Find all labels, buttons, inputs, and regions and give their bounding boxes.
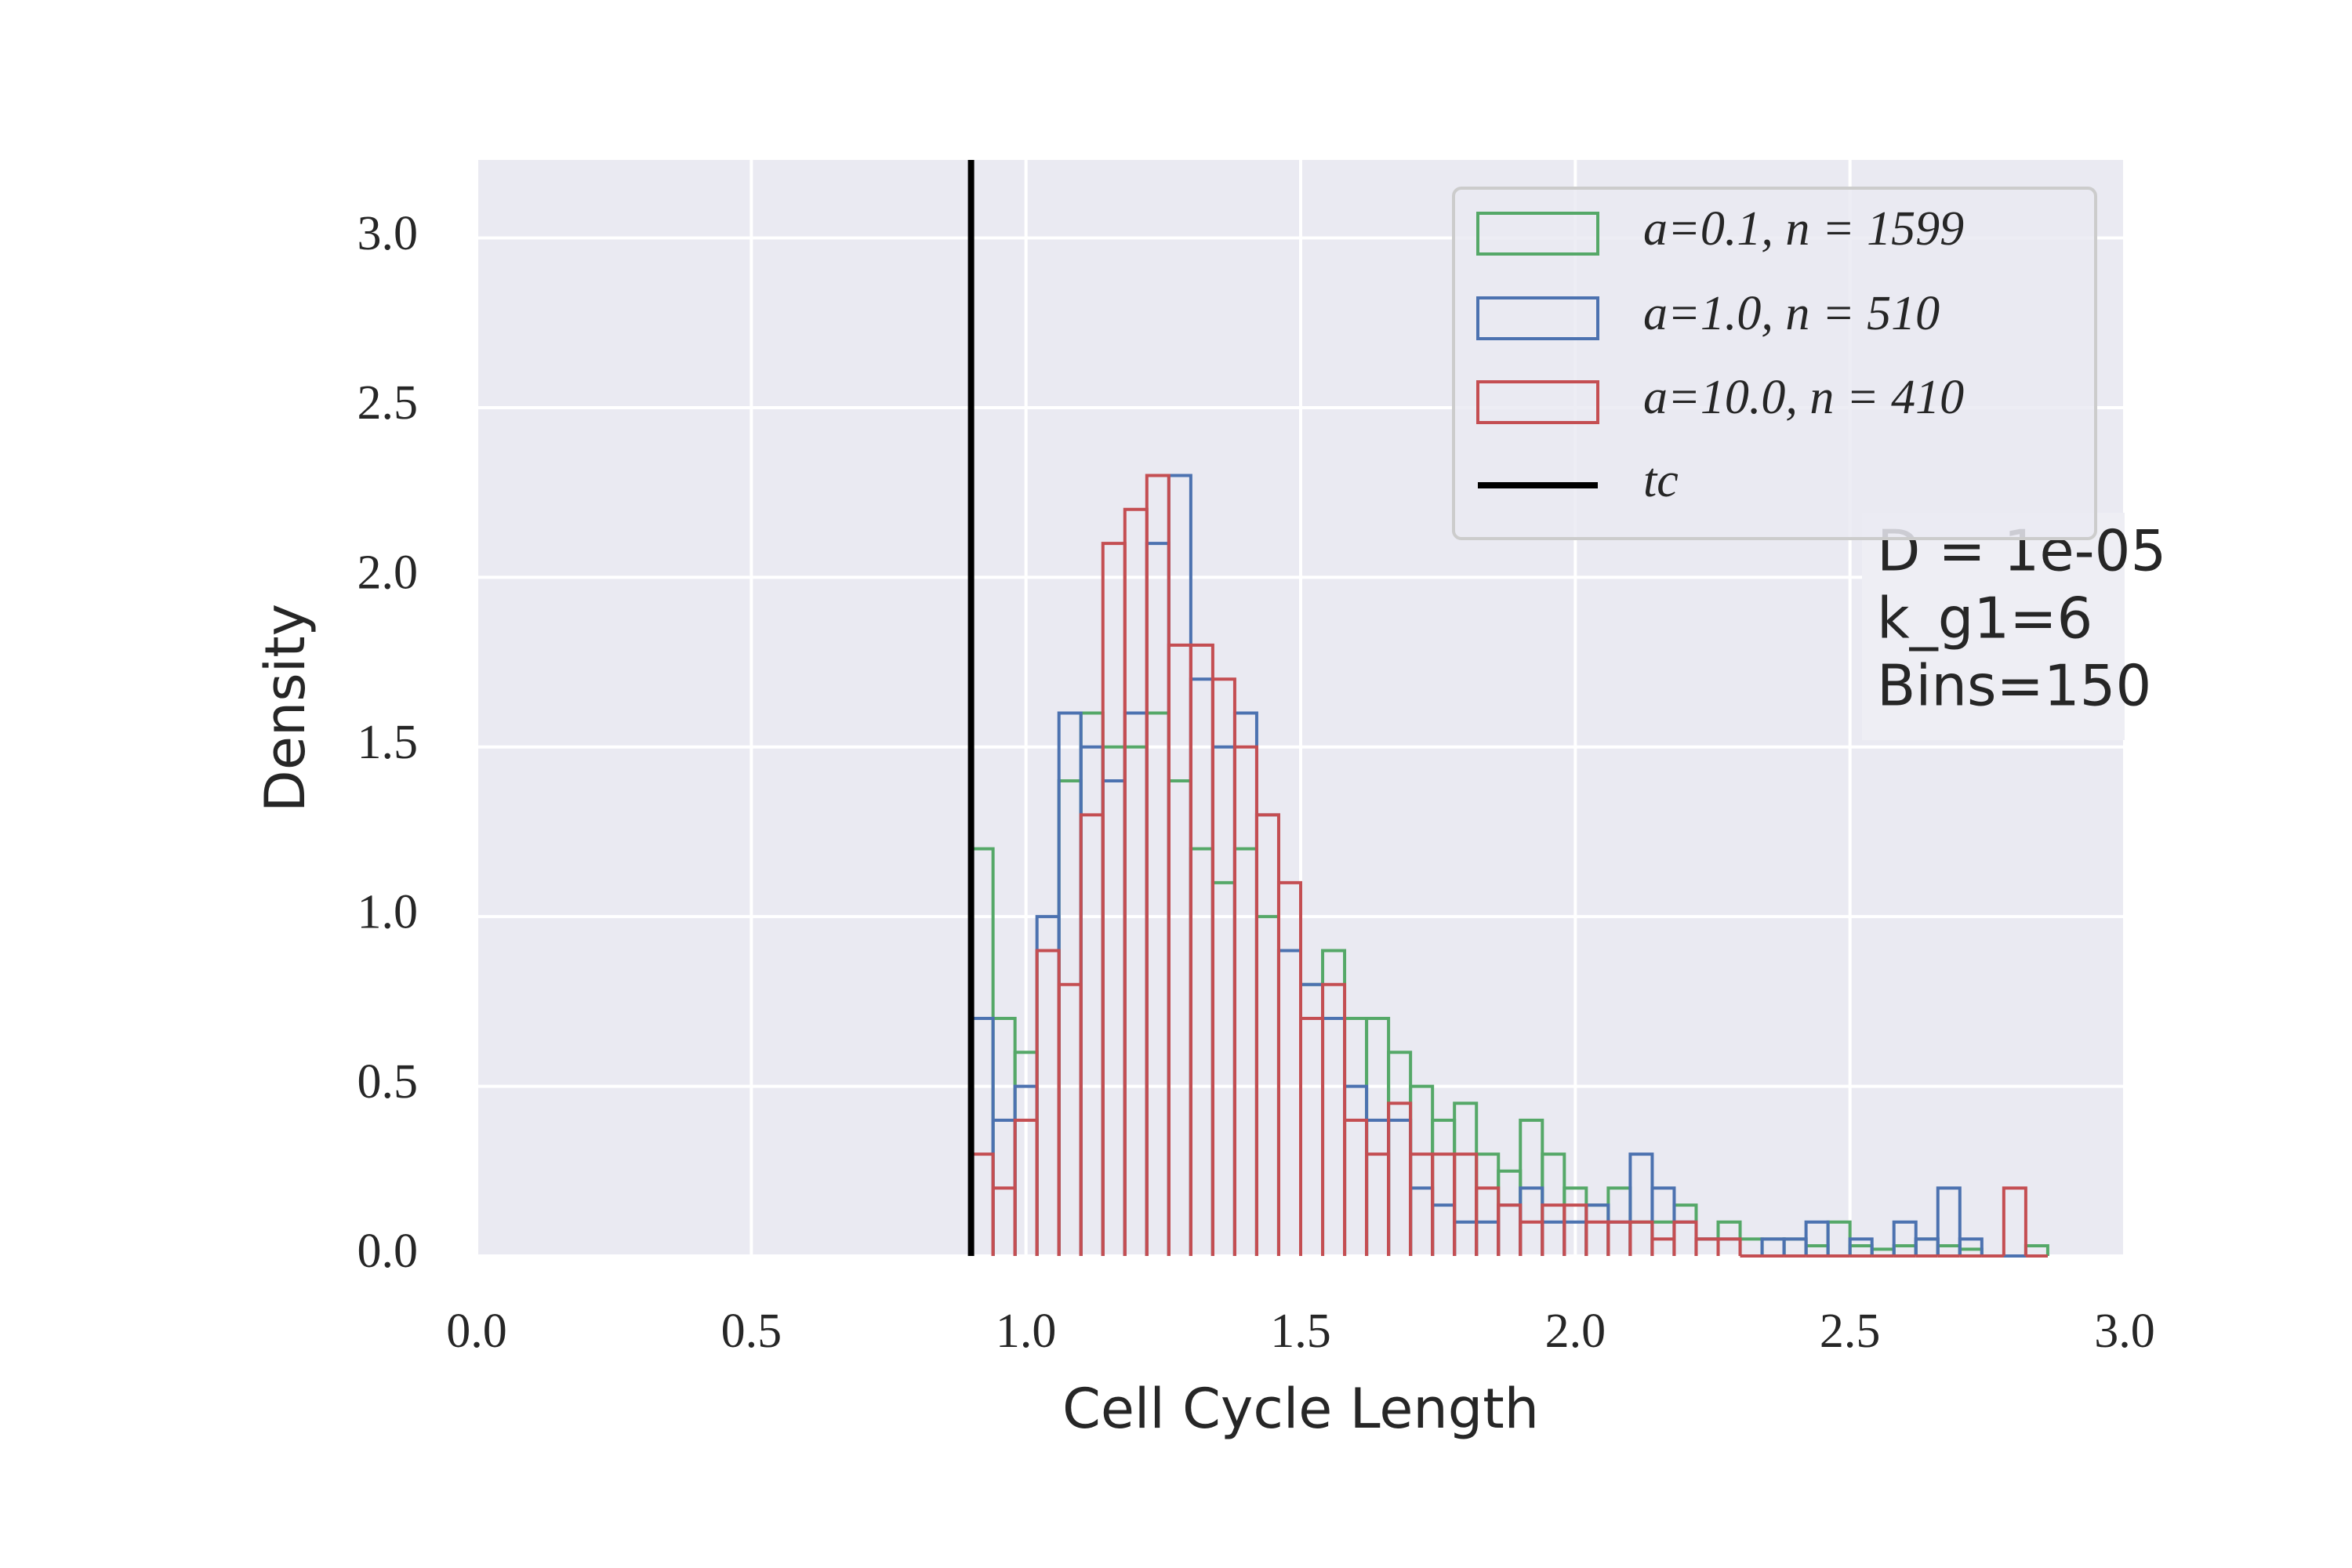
annotation-text: k_g1=6	[1877, 586, 2092, 652]
legend-label: a=0.1, n = 1599	[1643, 202, 1964, 256]
y-tick-label: 2.5	[358, 376, 419, 430]
legend-label: a=1.0, n = 510	[1643, 287, 1940, 340]
x-tick-label: 1.0	[996, 1305, 1057, 1358]
legend-swatch	[1476, 296, 1599, 340]
x-tick-label: 1.5	[1270, 1305, 1331, 1358]
x-tick-label: 3.0	[2094, 1305, 2155, 1358]
marks	[969, 474, 2049, 1258]
histogram-step	[1804, 1220, 1830, 1256]
legend: a=0.1, n = 1599 a=1.0, n = 510 a=10.0, n =…	[1452, 187, 2097, 540]
legend-label: tc	[1643, 454, 1679, 507]
y-tick-label: 1.5	[358, 716, 419, 769]
legend-swatch	[1476, 212, 1599, 256]
annotation-box	[1862, 513, 2125, 740]
legend-box	[1452, 187, 2097, 540]
x-tick-label: 2.5	[1820, 1305, 1881, 1358]
y-tick-label: 0.0	[358, 1225, 419, 1278]
histogram-step	[2002, 1186, 2027, 1256]
histogram-step	[1958, 1237, 1984, 1256]
histogram-step	[1936, 1186, 1962, 1256]
y-axis-label: Density	[253, 604, 318, 812]
x-tick-label: 0.0	[446, 1305, 507, 1358]
legend-swatch	[1476, 380, 1599, 424]
x-axis-label: Cell Cycle Length	[1062, 1377, 1539, 1441]
histogram-step	[1716, 1237, 1742, 1256]
annotation-text: Bins=150	[1877, 653, 2151, 719]
x-tick-label: 0.5	[721, 1305, 782, 1358]
histogram-step	[1848, 1237, 1874, 1256]
legend-label: a=10.0, n = 410	[1643, 371, 1964, 424]
y-tick-label: 3.0	[358, 207, 419, 260]
x-tick-label: 2.0	[1545, 1305, 1606, 1358]
y-tick-label: 1.0	[358, 885, 419, 938]
y-tick-label: 0.5	[358, 1055, 419, 1109]
series	[969, 474, 2048, 1258]
y-tick-label: 2.0	[358, 546, 419, 600]
